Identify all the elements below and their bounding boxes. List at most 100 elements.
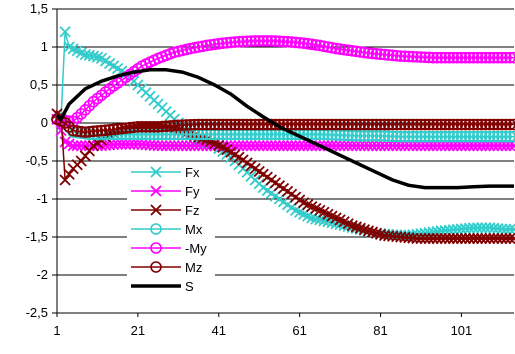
data-point--My-83 xyxy=(386,49,399,62)
data-point-Mx-87 xyxy=(403,130,415,143)
data-point-Mz-26 xyxy=(156,120,168,133)
data-point-Fz-92 xyxy=(423,232,435,245)
data-point-Mz-98 xyxy=(447,118,460,131)
data-point-Mz-104 xyxy=(471,118,484,131)
data-point-Fy-95 xyxy=(435,140,447,152)
data-point-Mx-102 xyxy=(463,130,476,143)
data-point-Mx-81 xyxy=(378,130,391,142)
series-Fy xyxy=(51,113,515,152)
data-point-Fy-85 xyxy=(395,140,407,152)
data-point-Mz-33 xyxy=(184,119,197,131)
data-point--My-66 xyxy=(318,40,330,53)
data-point--My-55 xyxy=(273,35,286,48)
data-point-Fx-112 xyxy=(504,223,515,236)
plot-area xyxy=(51,26,515,245)
data-point-Mx-107 xyxy=(483,130,496,143)
data-point-Fy-30 xyxy=(172,140,184,152)
data-point--My-52 xyxy=(261,35,274,47)
data-point-Fx-9 xyxy=(87,50,100,62)
data-point-Mz-49 xyxy=(249,118,261,131)
data-point-Mx-110 xyxy=(496,130,508,143)
data-point--My-103 xyxy=(467,51,480,64)
data-point-Mz-91 xyxy=(419,118,431,131)
data-point--My-40 xyxy=(212,37,225,50)
data-point-Mz-45 xyxy=(233,118,245,131)
data-point-Mx-103 xyxy=(467,130,480,143)
data-point-Fy-83 xyxy=(387,140,399,152)
data-point-Mz-41 xyxy=(217,118,229,131)
data-point-Fy-102 xyxy=(463,140,476,152)
data-point-Mx-106 xyxy=(479,130,492,143)
data-point-Fz-95 xyxy=(435,232,447,245)
x-tick-label-1: 21 xyxy=(131,323,145,338)
data-point--My-48 xyxy=(245,35,257,47)
data-point-Mx-94 xyxy=(431,130,443,143)
data-point-Fy-6 xyxy=(75,140,87,152)
data-point-Mz-95 xyxy=(435,118,448,131)
legend-marker-Fy xyxy=(150,185,162,197)
data-point--My-41 xyxy=(217,37,229,50)
data-point-Fy-105 xyxy=(476,140,488,152)
data-point-Fz-112 xyxy=(504,232,515,245)
data-point--My-57 xyxy=(281,35,294,48)
data-point-Fz-94 xyxy=(431,232,443,245)
data-point--My-76 xyxy=(358,46,371,59)
data-point--My-79 xyxy=(370,48,383,60)
data-point--My-37 xyxy=(200,39,213,52)
data-point--My-91 xyxy=(419,51,431,64)
data-point--My-60 xyxy=(293,37,306,49)
data-point-Fy-70 xyxy=(334,140,346,152)
data-point-Mz-86 xyxy=(399,118,411,131)
series-S xyxy=(55,68,514,190)
legend-label-Fx: Fx xyxy=(185,165,200,180)
data-point--My-33 xyxy=(184,42,197,55)
data-point-Mz-87 xyxy=(403,118,415,131)
legend-item-S: S xyxy=(131,279,194,294)
data-point--My-67 xyxy=(322,41,334,53)
data-point-Fz-108 xyxy=(488,232,500,245)
data-point-Fz-77 xyxy=(362,225,375,237)
data-point--My-102 xyxy=(463,51,476,64)
data-point--My-46 xyxy=(237,35,249,48)
data-point-Mz-22 xyxy=(140,121,152,133)
data-point-Mz-8 xyxy=(83,125,96,138)
data-point-Mz-47 xyxy=(241,118,253,131)
data-point--My-86 xyxy=(399,50,411,63)
data-point--My-38 xyxy=(204,39,217,51)
data-point--My-95 xyxy=(435,51,448,64)
data-point-Mz-34 xyxy=(188,118,201,131)
data-point--My-65 xyxy=(314,39,326,52)
data-point--My-80 xyxy=(374,48,387,61)
data-point--My-85 xyxy=(394,50,407,62)
data-point-Fy-79 xyxy=(370,140,383,152)
series-Mz xyxy=(51,113,515,138)
series--My xyxy=(51,35,515,128)
data-point-Mz-44 xyxy=(229,118,241,131)
data-point--My-58 xyxy=(285,36,298,48)
data-point-Mx-97 xyxy=(443,130,456,143)
data-point-Fy-107 xyxy=(484,140,496,152)
data-point-Fy-72 xyxy=(342,140,354,152)
data-point-Fz-98 xyxy=(447,232,459,245)
data-point--My-100 xyxy=(455,51,468,64)
data-point-Fx-105 xyxy=(476,222,488,234)
data-point-Fz-105 xyxy=(476,232,488,245)
data-point-Mz-6 xyxy=(75,125,88,138)
data-point-Fy-33 xyxy=(184,140,197,152)
data-point-Fz-96 xyxy=(439,232,451,245)
data-point--My-70 xyxy=(334,43,346,55)
data-point-Mz-73 xyxy=(346,118,359,131)
data-point-Mz-96 xyxy=(439,118,452,131)
data-point-Mz-4 xyxy=(67,124,79,137)
data-point--My-92 xyxy=(423,51,435,64)
data-point-Mz-108 xyxy=(487,118,500,131)
data-point-Fz-103 xyxy=(467,232,480,245)
data-point-Mz-27 xyxy=(160,120,172,132)
y-tick-label-4: -0,5 xyxy=(26,153,48,168)
data-point-Mz-54 xyxy=(269,118,282,131)
data-point-Fy-56 xyxy=(277,140,290,152)
data-point--My-7 xyxy=(79,104,92,116)
data-point-Mx-104 xyxy=(471,130,484,143)
data-point-Mz-76 xyxy=(358,118,371,131)
data-point-Fz-97 xyxy=(443,232,455,245)
